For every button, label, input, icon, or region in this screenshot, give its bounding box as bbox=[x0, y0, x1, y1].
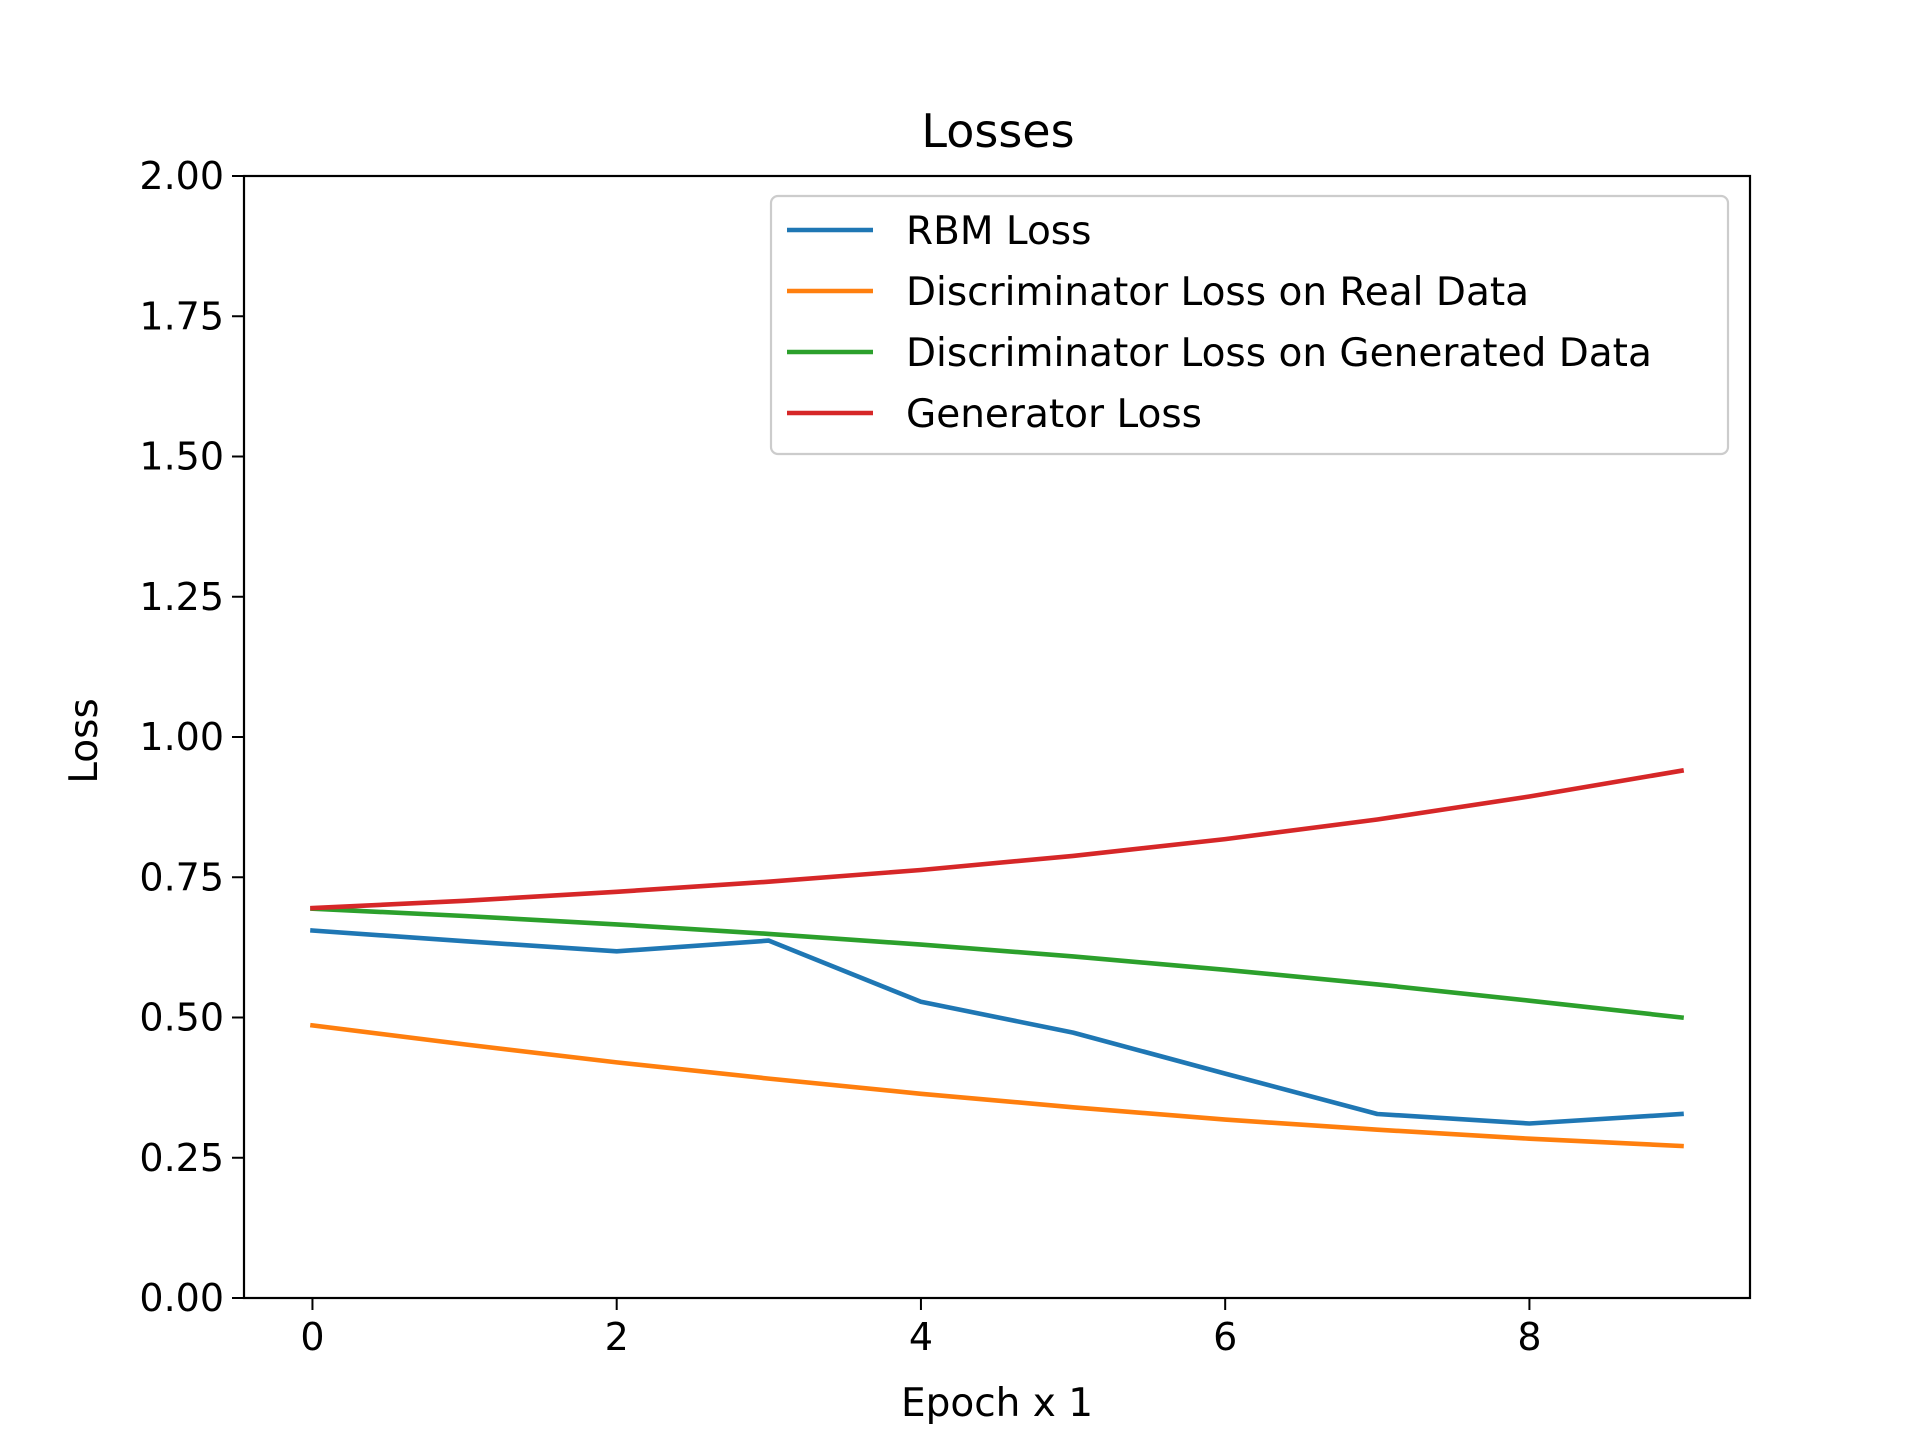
y-tick-label: 1.50 bbox=[139, 435, 224, 479]
legend-label-1: RBM Loss bbox=[906, 209, 1091, 254]
y-tick-label: 0.25 bbox=[139, 1136, 224, 1180]
x-tick-label: 0 bbox=[300, 1315, 324, 1359]
y-tick-label: 1.75 bbox=[139, 294, 224, 338]
legend-box bbox=[769, 194, 1730, 456]
y-tick-label: 0.50 bbox=[139, 996, 224, 1040]
legend-label-3: Discriminator Loss on Generated Data bbox=[906, 331, 1652, 376]
y-tick-label: 1.25 bbox=[139, 575, 224, 619]
chart-title: Losses bbox=[921, 104, 1074, 158]
x-axis: 0 2 4 6 8 bbox=[300, 1298, 1542, 1359]
x-tick-label: 8 bbox=[1517, 1315, 1541, 1359]
x-tick-label: 6 bbox=[1213, 1315, 1237, 1359]
series-layer bbox=[309, 768, 1685, 1149]
y-tick-label: 1.00 bbox=[139, 715, 224, 759]
x-tick-label: 4 bbox=[909, 1315, 933, 1359]
series-line-2 bbox=[309, 1022, 1684, 1149]
y-tick-label: 0.00 bbox=[139, 1276, 224, 1320]
legend: RBM Loss Discriminator Loss on Real Data D… bbox=[769, 194, 1730, 456]
y-axis: 0.00 0.25 0.50 0.75 1.00 1.25 1.50 1.75 2.00 bbox=[139, 154, 244, 1320]
x-axis-label: Epoch x 1 bbox=[901, 1381, 1093, 1426]
y-axis-label: Loss bbox=[62, 698, 107, 784]
series-line-4 bbox=[310, 768, 1685, 911]
series-line-1 bbox=[310, 928, 1684, 1126]
legend-label-2: Discriminator Loss on Real Data bbox=[906, 270, 1529, 315]
y-tick-label: 2.00 bbox=[139, 154, 224, 198]
x-tick-label: 2 bbox=[605, 1315, 629, 1359]
legend-label-4: Generator Loss bbox=[906, 392, 1202, 437]
y-tick-label: 0.75 bbox=[139, 855, 224, 899]
series-line-3 bbox=[310, 906, 1685, 1021]
